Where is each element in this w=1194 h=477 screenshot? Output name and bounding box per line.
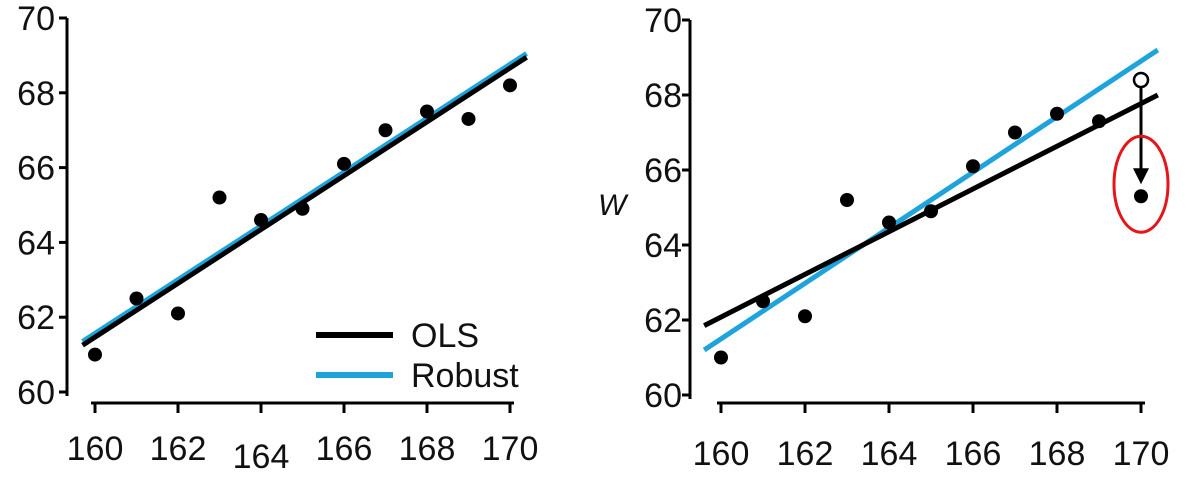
- x-tick-label: 170: [482, 430, 539, 468]
- y-tick-label: 64: [17, 224, 55, 262]
- y-tick-label: 66: [644, 152, 682, 190]
- data-point: [503, 78, 517, 93]
- y-tick-label: 68: [17, 75, 55, 113]
- x-tick-label: 162: [150, 430, 207, 468]
- robust-fit-line: [81, 51, 528, 344]
- data-point: [295, 201, 310, 216]
- data-point: [88, 347, 102, 362]
- data-point: [882, 215, 896, 230]
- y-tick-label: 64: [644, 227, 682, 265]
- data-point: [756, 294, 770, 309]
- x-tick-label: 166: [316, 430, 373, 468]
- ols-fit-line: [81, 55, 528, 348]
- y-tick-label: 68: [644, 77, 682, 115]
- data-point: [129, 291, 144, 306]
- y-axis-title: W: [598, 189, 629, 222]
- data-point: [337, 156, 351, 171]
- x-tick-label: 164: [233, 438, 290, 476]
- data-point: [966, 159, 980, 174]
- x-tick-label: 166: [945, 435, 1002, 473]
- data-point: [1008, 125, 1022, 140]
- x-tick-label: 170: [1113, 435, 1170, 473]
- right-chart-panel: 60 62 64 66 68 70 160 162 164 166 168 170 W: [598, 2, 1170, 473]
- data-point: [924, 204, 938, 219]
- robust-fit-line: [702, 47, 1160, 353]
- data-point: [798, 309, 812, 324]
- outlier-arrow-head: [1133, 168, 1149, 185]
- y-tick-label: 62: [644, 302, 682, 340]
- x-tick-label: 160: [67, 430, 124, 468]
- y-tick-label: 60: [17, 374, 55, 412]
- data-point: [420, 104, 434, 119]
- left-chart-panel: 60 62 64 66 68 70 160 162 164 166 168 170: [17, 0, 538, 476]
- legend-ols-label: OLS: [411, 317, 479, 355]
- data-point: [171, 306, 185, 321]
- x-tick-label: 162: [777, 435, 834, 473]
- y-tick-label: 60: [644, 377, 682, 415]
- legend-robust-label: Robust: [411, 357, 519, 395]
- y-tick-label: 70: [644, 2, 682, 40]
- x-tick-label: 168: [399, 430, 456, 468]
- data-point: [1134, 189, 1148, 204]
- outlier-highlight-ellipse: [1112, 134, 1170, 234]
- y-tick-label: 66: [17, 150, 55, 188]
- data-point: [378, 123, 393, 138]
- data-point: [1092, 114, 1106, 129]
- y-tick-label: 70: [17, 0, 55, 38]
- data-point: [461, 111, 476, 126]
- data-point: [1050, 106, 1064, 121]
- x-tick-label: 160: [693, 435, 750, 473]
- y-tick-label: 62: [17, 299, 55, 337]
- x-tick-label: 168: [1029, 435, 1086, 473]
- outlier-original-point: [1132, 71, 1150, 89]
- x-tick-label: 164: [861, 435, 918, 473]
- data-point: [840, 193, 854, 207]
- data-point: [714, 350, 728, 365]
- data-point: [212, 190, 227, 205]
- data-point: [254, 212, 268, 227]
